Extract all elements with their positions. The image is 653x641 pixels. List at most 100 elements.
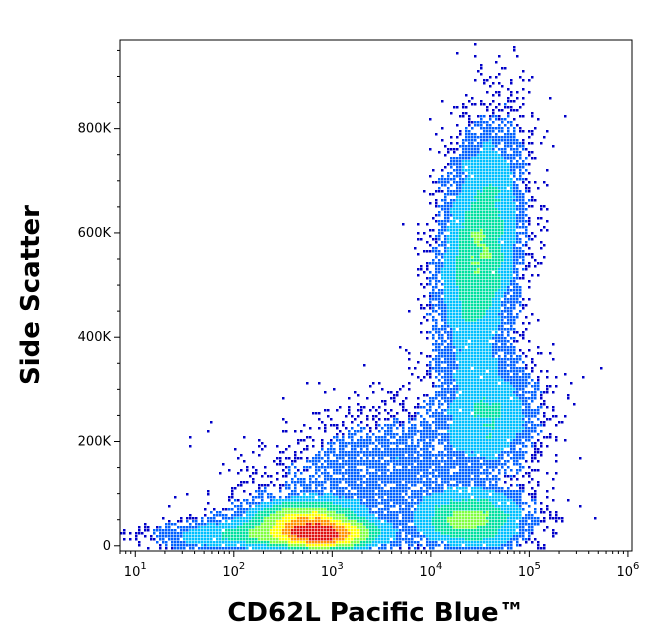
data-point [372,463,375,466]
data-point [459,427,462,430]
data-point [477,187,480,190]
data-point [537,460,540,463]
data-point [360,439,363,442]
data-point [456,283,459,286]
data-point [402,502,405,505]
data-point [501,169,504,172]
data-point [501,319,504,322]
data-point [336,496,339,499]
data-point [507,130,510,133]
data-point [471,133,474,136]
data-point [360,412,363,415]
data-point [489,196,492,199]
data-point [243,499,246,502]
data-point [462,331,465,334]
data-point [381,457,384,460]
data-point [468,175,471,178]
data-point [423,451,426,454]
data-point [300,481,303,484]
data-point [444,358,447,361]
data-point [444,268,447,271]
data-point [426,241,429,244]
data-point [438,475,441,478]
data-point [468,160,471,163]
data-point [492,313,495,316]
data-point [474,340,477,343]
data-point [432,319,435,322]
data-point [471,157,474,160]
data-point [510,145,513,148]
data-point [483,220,486,223]
data-point [486,202,489,205]
data-point [519,115,522,118]
data-point [489,412,492,415]
data-point [429,424,432,427]
data-point [483,397,486,400]
data-point [531,358,534,361]
data-point [252,478,255,481]
data-point [462,169,465,172]
data-point [372,457,375,460]
data-point [426,277,429,280]
data-point [480,334,483,337]
data-point [483,451,486,454]
data-point [483,454,486,457]
data-point [468,238,471,241]
data-point [408,415,411,418]
data-point [528,217,531,220]
data-point [459,247,462,250]
data-point [543,436,546,439]
data-point [531,427,534,430]
data-point [507,283,510,286]
data-point [483,295,486,298]
data-point [504,256,507,259]
data-point [453,364,456,367]
data-point [492,358,495,361]
data-point [474,274,477,277]
data-point [432,247,435,250]
data-point [498,235,501,238]
data-point [381,436,384,439]
data-point [501,196,504,199]
data-point [411,442,414,445]
data-point [444,223,447,226]
data-point [444,331,447,334]
data-point [366,460,369,463]
data-point [462,370,465,373]
data-point [474,493,477,496]
data-point [468,235,471,238]
data-point [468,484,471,487]
data-point [498,496,501,499]
data-point [510,448,513,451]
data-point [387,493,390,496]
data-point [453,310,456,313]
data-point [444,229,447,232]
data-point [351,472,354,475]
data-point [351,433,354,436]
data-point [327,451,330,454]
data-point [510,289,513,292]
data-point [474,394,477,397]
data-point [525,220,528,223]
data-point [501,166,504,169]
data-point [495,292,498,295]
data-point [447,151,450,154]
data-point [471,460,474,463]
data-point [477,328,480,331]
data-point [477,370,480,373]
data-point [366,502,369,505]
data-point [357,478,360,481]
data-point [471,388,474,391]
data-point [435,205,438,208]
data-point [330,418,333,421]
data-point [207,502,210,505]
data-point [483,490,486,493]
data-point [318,502,321,505]
data-point [453,211,456,214]
data-point [474,43,477,46]
data-point [453,262,456,265]
data-point [426,265,429,268]
data-point [402,406,405,409]
data-point [504,361,507,364]
data-point [408,475,411,478]
